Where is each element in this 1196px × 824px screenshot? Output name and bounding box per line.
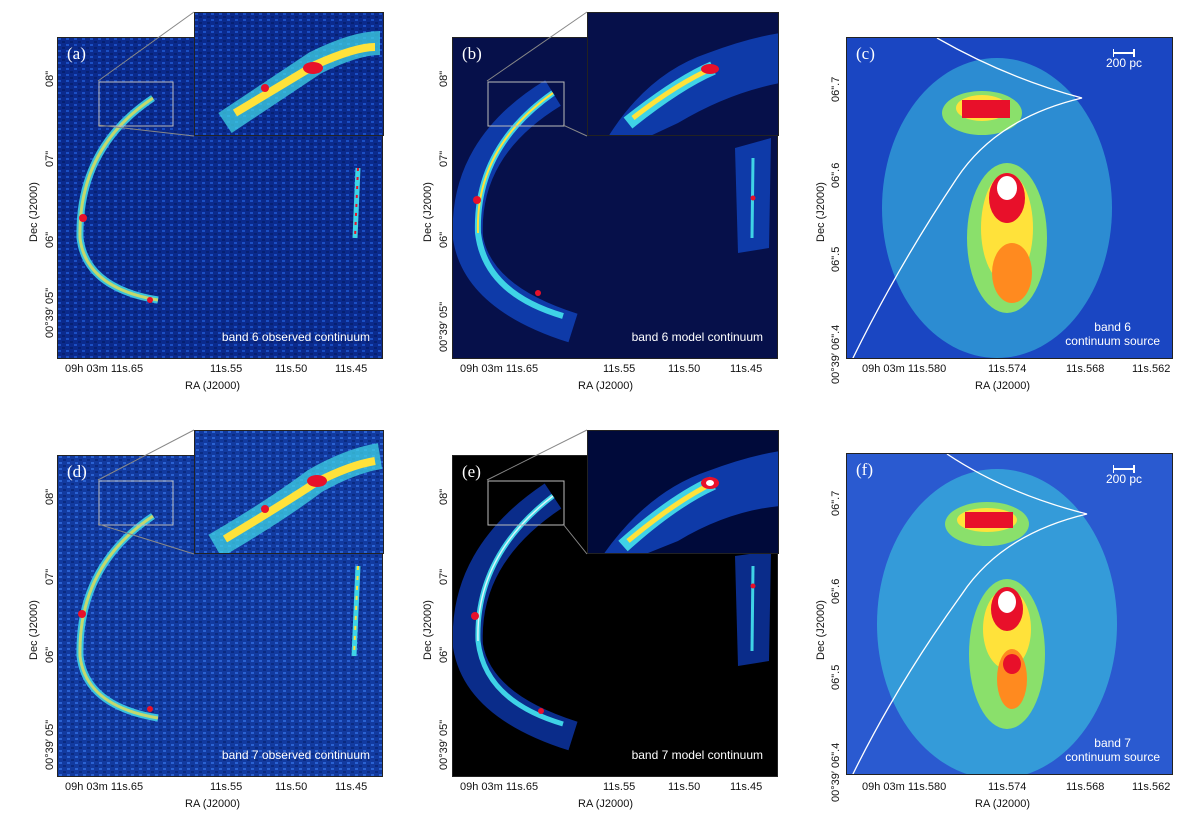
panel-b-xlabel: RA (J2000) — [578, 380, 634, 392]
panel-e-xtick-3: 11s.45 — [730, 781, 763, 793]
panel-a-label: (a) — [67, 44, 86, 63]
panel-c-ylabel: Dec (J2000) — [815, 182, 827, 242]
panel-b-ytick-1: 07" — [438, 150, 450, 167]
panel-a-xlabel: RA (J2000) — [185, 380, 241, 392]
panel-c-image — [847, 38, 1172, 358]
panel-e-label: (e) — [462, 462, 481, 481]
panel-b-xtick-3: 11s.45 — [730, 363, 763, 375]
panel-f-scalebar-line — [1112, 465, 1135, 473]
panel-a-ytick-3: 00°39′ 05" — [44, 287, 56, 338]
panel-f-ylabel: Dec (J2000) — [815, 600, 827, 660]
panel-f-caption-line1: band 7 — [1094, 736, 1131, 750]
panel-d-label: (d) — [67, 462, 87, 481]
panel-b-inset — [587, 12, 779, 136]
panel-e-caption: band 7 model continuum — [631, 748, 763, 762]
panel-b-xtick-1: 11s.55 — [603, 363, 636, 375]
panel-e-xtick-2: 11s.50 — [668, 781, 701, 793]
panel-b-xtick-0: 09h 03m 11s.65 — [460, 363, 539, 375]
panel-d-xtick-0: 09h 03m 11s.65 — [65, 781, 144, 793]
panel-d-inset — [194, 430, 384, 554]
panel-d-caption: band 7 observed continuum — [221, 748, 370, 762]
panel-b-label: (b) — [462, 44, 482, 63]
panel-e-xlabel: RA (J2000) — [578, 798, 634, 810]
panel-d-xtick-2: 11s.50 — [275, 781, 308, 793]
panel-c-xlabel: RA (J2000) — [975, 380, 1031, 392]
panel-b-ytick-3: 00°39′ 05" — [438, 301, 450, 352]
panel-b-caption: band 6 model continuum — [631, 330, 763, 344]
panel-c-ytick-2: 06".5 — [830, 246, 842, 272]
panel-c-xtick-0: 09h 03m 11s.580 — [862, 363, 947, 375]
panel-f-ytick-3: 00°39′ 06".4 — [830, 742, 842, 802]
panel-f-caption-line2: continuum source — [1065, 750, 1160, 764]
panel-c-scalebar-line — [1112, 49, 1135, 57]
panel-c-ytick-0: 06".7 — [830, 76, 842, 102]
panel-b-ylabel: Dec (J2000) — [422, 182, 434, 242]
panel-d-ytick-2: 06" — [44, 646, 56, 663]
panel-b-ytick-2: 06" — [438, 231, 450, 248]
panel-e-xtick-0: 09h 03m 11s.65 — [460, 781, 539, 793]
panel-f-xlabel: RA (J2000) — [975, 798, 1031, 810]
panel-d-xtick-1: 11s.55 — [210, 781, 243, 793]
panel-a-xtick-1: 11s.55 — [210, 363, 243, 375]
panel-f-xtick-2: 11s.568 — [1066, 781, 1105, 793]
panel-f-plot: (f) 200 pc band 7 continuum source — [846, 453, 1173, 775]
panel-f-scale-text: 200 pc — [1105, 472, 1142, 486]
panel-c-xtick-2: 11s.568 — [1066, 363, 1105, 375]
panel-a-xtick-2: 11s.50 — [275, 363, 308, 375]
panel-c-xtick-3: 11s.562 — [1132, 363, 1171, 375]
panel-e-inset — [587, 430, 779, 554]
panel-c-scalebar: 200 pc — [1105, 49, 1142, 70]
panel-d-ytick-3: 00°39′ 05" — [44, 719, 56, 770]
panel-f-image — [847, 454, 1172, 774]
panel-c-xtick-1: 11s.574 — [988, 363, 1027, 375]
panel-d-xlabel: RA (J2000) — [185, 798, 241, 810]
panel-e-ytick-2: 06" — [438, 646, 450, 663]
panel-f-ytick-0: 06".7 — [830, 490, 842, 516]
panel-a-inset — [194, 12, 384, 136]
panel-f-xtick-0: 09h 03m 11s.580 — [862, 781, 947, 793]
panel-b-ytick-0: 08" — [438, 70, 450, 87]
panel-d-ytick-0: 08" — [44, 488, 56, 505]
panel-e-ytick-3: 00°39′ 05" — [438, 719, 450, 770]
panel-a-ytick-1: 07" — [44, 150, 56, 167]
panel-e-ylabel: Dec (J2000) — [422, 600, 434, 660]
panel-f-ytick-1: 06".6 — [830, 578, 842, 604]
panel-d-ytick-1: 07" — [44, 568, 56, 585]
panel-c-caption-line1: band 6 — [1094, 320, 1131, 334]
panel-f-xtick-1: 11s.574 — [988, 781, 1027, 793]
panel-a-ytick-0: 08" — [44, 70, 56, 87]
panel-c-ytick-3: 00°39′ 06".4 — [830, 324, 842, 384]
panel-a-ylabel: Dec (J2000) — [28, 182, 40, 242]
panel-f-scalebar: 200 pc — [1105, 465, 1142, 486]
panel-c-caption: band 6 continuum source — [1065, 320, 1160, 348]
panel-d-ylabel: Dec (J2000) — [28, 600, 40, 660]
panel-f-caption: band 7 continuum source — [1065, 736, 1160, 764]
panel-e-xtick-1: 11s.55 — [603, 781, 636, 793]
panel-c-label: (c) — [856, 44, 875, 63]
panel-a-ytick-2: 06" — [44, 231, 56, 248]
panel-c-scale-text: 200 pc — [1105, 56, 1142, 70]
panel-a-caption: band 6 observed continuum — [221, 330, 370, 344]
panel-e-ytick-0: 08" — [438, 488, 450, 505]
panel-f-ytick-2: 06".5 — [830, 664, 842, 690]
panel-c-caption-line2: continuum source — [1065, 334, 1160, 348]
panel-a-xtick-0: 09h 03m 11s.65 — [65, 363, 144, 375]
panel-c-plot: (c) 200 pc band 6 continuum source — [846, 37, 1173, 359]
panel-b-xtick-2: 11s.50 — [668, 363, 701, 375]
panel-f-label: (f) — [856, 460, 873, 479]
panel-c-ytick-1: 06".6 — [830, 162, 842, 188]
panel-d-xtick-3: 11s.45 — [335, 781, 368, 793]
panel-a-xtick-3: 11s.45 — [335, 363, 368, 375]
panel-e-ytick-1: 07" — [438, 568, 450, 585]
panel-f-xtick-3: 11s.562 — [1132, 781, 1171, 793]
